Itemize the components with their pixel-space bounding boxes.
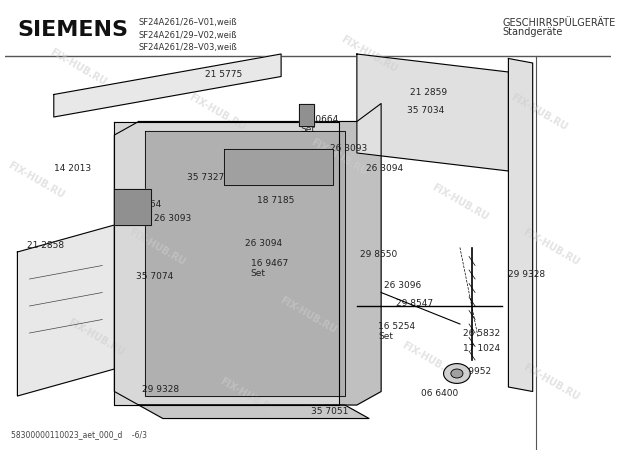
Text: 17 1024: 17 1024 <box>463 344 500 353</box>
Text: 35 7051: 35 7051 <box>312 407 349 416</box>
Polygon shape <box>223 148 333 184</box>
Polygon shape <box>114 189 151 225</box>
Polygon shape <box>300 104 314 126</box>
Text: 35 7074: 35 7074 <box>135 272 173 281</box>
Text: 26 3093: 26 3093 <box>329 144 367 153</box>
Text: 29 8550: 29 8550 <box>360 250 397 259</box>
Text: FIX-HUB.RU: FIX-HUB.RU <box>430 182 490 223</box>
Text: 26 5832: 26 5832 <box>463 328 500 338</box>
Text: SIEMENS: SIEMENS <box>17 20 128 40</box>
Text: 29 8547: 29 8547 <box>396 299 433 308</box>
Text: 26 3094: 26 3094 <box>245 238 282 248</box>
Text: 21 2859: 21 2859 <box>410 88 447 97</box>
Text: 29 9328: 29 9328 <box>142 385 179 394</box>
Text: FIX-HUB.RU: FIX-HUB.RU <box>339 34 399 74</box>
Circle shape <box>443 364 470 383</box>
Text: 26 3093: 26 3093 <box>154 214 191 223</box>
Text: FIX-HUB.RU: FIX-HUB.RU <box>279 295 338 335</box>
Polygon shape <box>17 225 114 396</box>
Text: 21 2858: 21 2858 <box>27 241 64 250</box>
Text: 58300000110023_aet_000_d    -6/3: 58300000110023_aet_000_d -6/3 <box>11 430 148 439</box>
Text: FIX-HUB.RU: FIX-HUB.RU <box>399 340 460 380</box>
Text: FIX-HUB.RU: FIX-HUB.RU <box>127 227 187 268</box>
Text: FIX-HUB.RU: FIX-HUB.RU <box>521 362 581 403</box>
Polygon shape <box>114 104 381 405</box>
Text: FIX-HUB.RU: FIX-HUB.RU <box>66 317 126 358</box>
Text: 17 0664
Set: 17 0664 Set <box>123 200 161 220</box>
Polygon shape <box>145 130 345 396</box>
Polygon shape <box>139 405 369 418</box>
Text: 14 2013: 14 2013 <box>54 164 91 173</box>
Text: 02 9952: 02 9952 <box>454 367 491 376</box>
Text: GESCHIRRSPÜLGERÄTE: GESCHIRRSPÜLGERÄTE <box>502 18 616 28</box>
Text: 21 5775: 21 5775 <box>205 70 242 79</box>
Text: 16 5254
Set: 16 5254 Set <box>378 322 415 341</box>
Text: FIX-HUB.RU: FIX-HUB.RU <box>188 92 247 133</box>
Text: 18 7185: 18 7185 <box>257 196 294 205</box>
Text: FIX-HUB.RU: FIX-HUB.RU <box>521 227 581 268</box>
Polygon shape <box>114 122 339 405</box>
Text: SF24A261/29–V02,weiß: SF24A261/29–V02,weiß <box>139 31 237 40</box>
Text: FIX-HUB.RU: FIX-HUB.RU <box>48 47 108 88</box>
Circle shape <box>451 369 463 378</box>
Text: FIX-HUB.RU: FIX-HUB.RU <box>509 92 569 133</box>
Text: 26 3094: 26 3094 <box>366 164 403 173</box>
Text: 26 3096: 26 3096 <box>384 281 422 290</box>
Text: 17 0664
Set: 17 0664 Set <box>300 115 338 134</box>
Text: FIX-HUB.RU: FIX-HUB.RU <box>308 137 369 178</box>
Text: SF24A261/28–V03,weiß: SF24A261/28–V03,weiß <box>139 43 237 52</box>
Text: 35 7327: 35 7327 <box>187 173 225 182</box>
Text: 16 9467
Set: 16 9467 Set <box>251 259 288 278</box>
Polygon shape <box>508 58 533 392</box>
Polygon shape <box>357 54 508 171</box>
Text: SF24A261/26–V01,weiß: SF24A261/26–V01,weiß <box>139 18 237 27</box>
Text: FIX-HUB.RU: FIX-HUB.RU <box>218 376 278 416</box>
Text: 06 6400: 06 6400 <box>420 389 458 398</box>
Polygon shape <box>54 54 281 117</box>
Text: 29 9328: 29 9328 <box>508 270 546 279</box>
Text: 35 7034: 35 7034 <box>406 106 444 115</box>
Text: Standgeräte: Standgeräte <box>502 27 563 37</box>
Text: FIX-HUB.RU: FIX-HUB.RU <box>6 160 66 200</box>
